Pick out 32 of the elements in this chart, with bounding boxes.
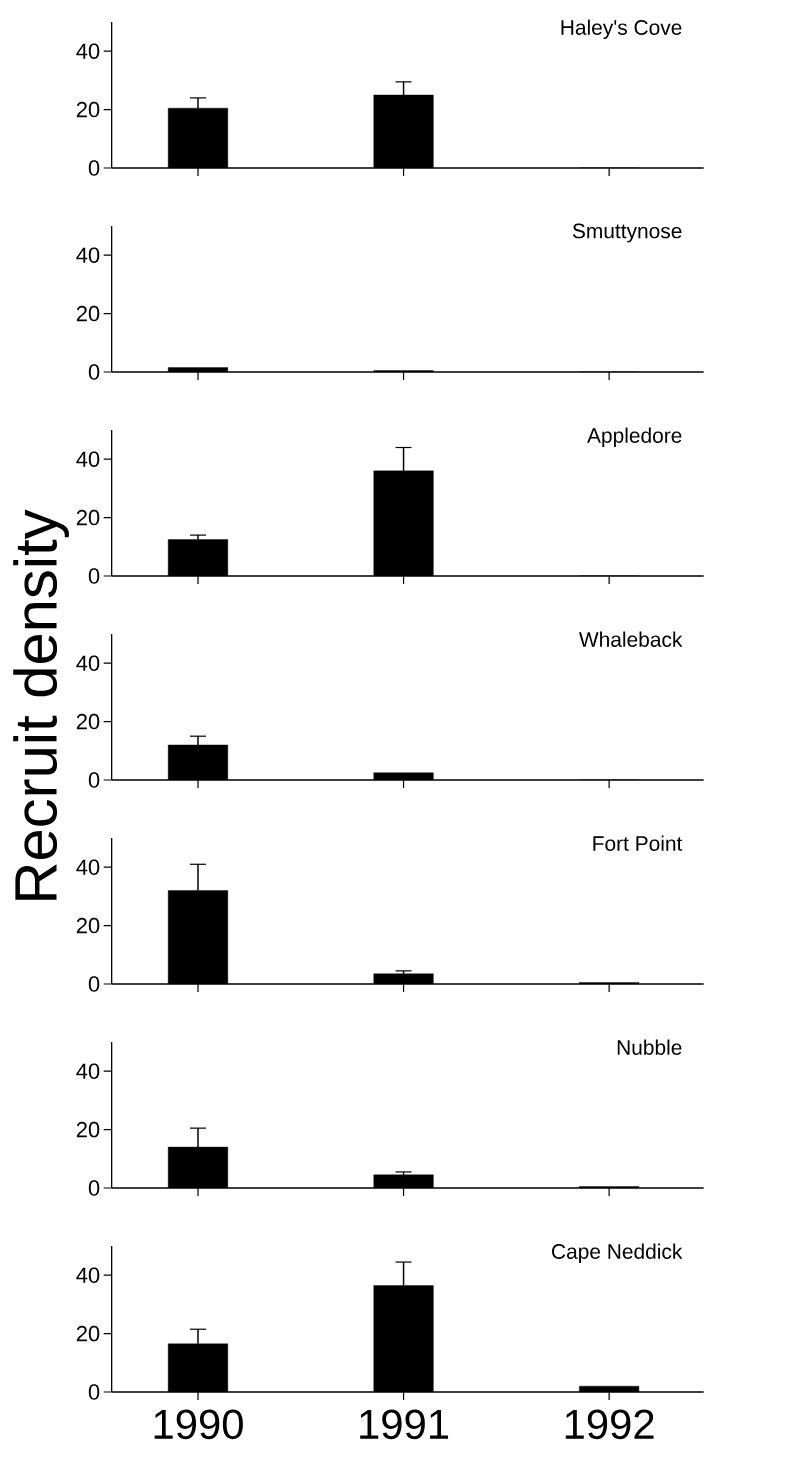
chart-title: Fort Point [593, 835, 683, 851]
chart-title: Whaleback [578, 631, 683, 647]
y-tick-label: 0 [88, 568, 100, 584]
y-axis-title: Recruit density [13, 509, 69, 900]
y-tick-label: 40 [76, 43, 100, 59]
y-tick-label: 20 [76, 917, 100, 934]
chart-title: Cape Neddick [552, 1243, 683, 1264]
chart-title: Appledore [587, 427, 682, 448]
y-tick-label: 40 [76, 655, 100, 671]
y-tick-label: 20 [76, 1121, 100, 1138]
y-tick-label: 0 [88, 1180, 100, 1196]
y-tick-label: 0 [88, 772, 100, 788]
y-tick-label: 20 [76, 305, 100, 322]
y-tick-label: 40 [76, 247, 100, 263]
chart-title: Smuttynose [572, 223, 682, 243]
y-tick-label: 20 [76, 101, 100, 118]
y-tick-label: 0 [88, 160, 100, 176]
x-tick-label: 1991 [360, 1409, 449, 1440]
y-tick-label: 20 [76, 1325, 100, 1342]
y-tick-label: 40 [76, 451, 100, 467]
y-tick-label: 40 [76, 859, 100, 875]
chart-title: Haley's Cove [561, 19, 682, 40]
x-tick-label: 1990 [154, 1409, 243, 1440]
y-tick-label: 20 [76, 713, 100, 730]
y-tick-label: 40 [76, 1267, 100, 1283]
y-tick-label: 20 [76, 509, 100, 526]
y-tick-label: 0 [88, 364, 100, 380]
chart-title: Nubble [617, 1039, 682, 1055]
y-tick-label: 40 [76, 1063, 100, 1079]
x-tick-label: 1992 [565, 1409, 654, 1440]
y-tick-label: 0 [88, 1384, 100, 1400]
y-tick-label: 0 [88, 976, 100, 992]
